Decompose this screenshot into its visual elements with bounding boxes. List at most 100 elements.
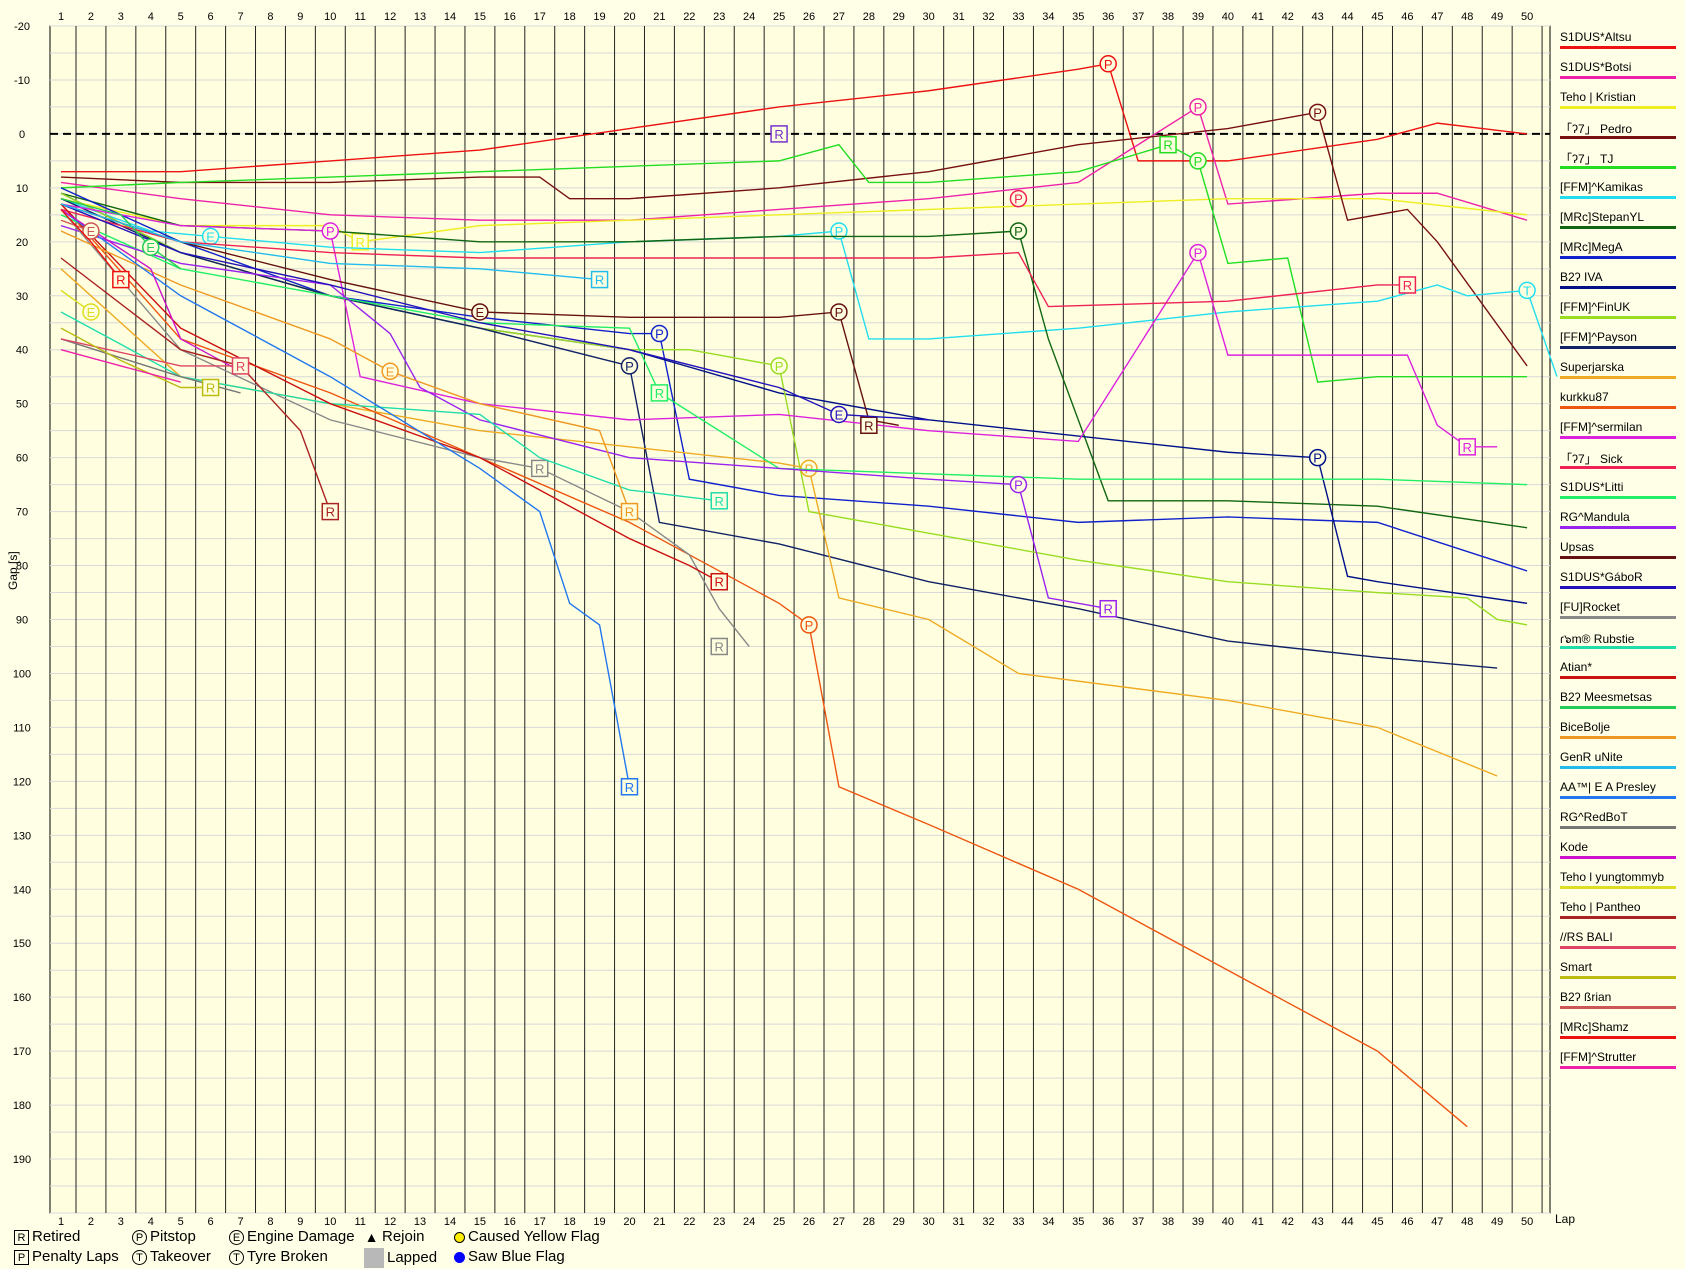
legend-entry: Teho | Kristian xyxy=(1560,86,1678,116)
retired-marker xyxy=(231,357,250,375)
x-axis-label: Lap xyxy=(1555,1212,1576,1226)
series-line-26 xyxy=(60,338,241,394)
x-tick-label-top: 2 xyxy=(88,11,94,23)
legend-swatch xyxy=(1560,766,1676,769)
marker-letter: P xyxy=(1194,100,1203,115)
series-line-33 xyxy=(60,208,122,281)
key-icon xyxy=(454,1231,465,1243)
x-tick-label-top: 33 xyxy=(1012,11,1024,23)
legend-driver-name: B2ʔ IVA xyxy=(1560,270,1603,284)
legend-driver-name: RG^RedBoT xyxy=(1560,810,1628,824)
legend-entry: Upsas xyxy=(1560,536,1678,566)
x-tick-label-top: 21 xyxy=(653,11,665,23)
x-tick-label-top: 14 xyxy=(444,11,456,23)
retired-marker xyxy=(1099,599,1117,618)
marker-letter: T xyxy=(1523,283,1531,298)
marker-letter: P xyxy=(1014,478,1023,493)
x-tick-label-top: 40 xyxy=(1222,11,1234,23)
series-line-18 xyxy=(60,203,929,421)
series-line-10 xyxy=(60,198,1498,669)
x-tick-label-top: 35 xyxy=(1072,11,1084,23)
x-tick-label-bottom: 33 xyxy=(1012,1216,1024,1228)
y-tick-label: 100 xyxy=(13,668,31,680)
legend-entry: B2ʔ Meesmetsas xyxy=(1560,686,1678,716)
x-tick-label-top: 46 xyxy=(1401,11,1413,23)
x-tick-label-bottom: 6 xyxy=(208,1216,214,1228)
engine-damage-marker xyxy=(830,405,848,424)
x-tick-label-top: 45 xyxy=(1371,11,1383,23)
y-tick-label: 190 xyxy=(13,1154,31,1166)
legend-driver-name: [FFM]^Payson xyxy=(1560,330,1637,344)
y-tick-label: 130 xyxy=(13,830,31,842)
x-tick-label-bottom: 14 xyxy=(444,1216,456,1228)
key-item: R Retired xyxy=(14,1228,80,1246)
x-tick-label-bottom: 47 xyxy=(1431,1216,1443,1228)
legend-entry: [FFM]^Strutter xyxy=(1560,1046,1678,1076)
x-tick-label-bottom: 44 xyxy=(1341,1216,1353,1228)
marker-letter: P xyxy=(835,305,844,320)
x-tick-label-bottom: 48 xyxy=(1461,1216,1473,1228)
pitstop-marker xyxy=(800,616,818,634)
x-tick-label-bottom: 24 xyxy=(743,1216,755,1228)
legend-swatch xyxy=(1560,556,1676,559)
retired-marker xyxy=(112,270,130,289)
y-tick-label: 80 xyxy=(16,561,28,573)
pitstop-marker xyxy=(800,459,818,478)
series-line-1 xyxy=(60,105,1528,221)
y-tick-label: 90 xyxy=(16,615,28,627)
legend-entry: Superjarska xyxy=(1560,356,1678,386)
x-tick-label-bottom: 29 xyxy=(893,1216,905,1228)
retired-marker xyxy=(860,416,878,435)
x-tick-label-top: 29 xyxy=(893,11,905,23)
legend-entry: [FFM]^Payson xyxy=(1560,326,1678,356)
legend-swatch xyxy=(1560,226,1676,229)
series-line-24 xyxy=(60,203,600,281)
x-tick-label-top: 6 xyxy=(208,11,214,23)
x-tick-label-top: 22 xyxy=(683,11,695,23)
x-tick-label-top: 34 xyxy=(1042,11,1054,23)
legend-entry: //RS BALI xyxy=(1560,926,1678,956)
pitstop-marker xyxy=(1189,98,1207,116)
x-tick-label-bottom: 36 xyxy=(1102,1216,1114,1228)
x-tick-label-top: 12 xyxy=(384,11,396,23)
x-tick-label-bottom: 16 xyxy=(504,1216,516,1228)
legend-driver-name: [MRc]MegA xyxy=(1560,240,1623,254)
x-tick-label-bottom: 32 xyxy=(982,1216,994,1228)
marker-letter: E xyxy=(146,240,155,255)
legend-driver-name: Teho | Pantheo xyxy=(1560,900,1641,914)
pitstop-marker xyxy=(830,222,848,240)
marker-letter: P xyxy=(1313,105,1322,120)
marker-letter: R xyxy=(625,780,634,795)
marker-letter: R xyxy=(715,575,724,590)
x-tick-label-top: 25 xyxy=(773,11,785,23)
legend-swatch xyxy=(1560,676,1676,679)
legend-entry: 「ʔ7」 TJ xyxy=(1560,146,1678,176)
legend-swatch xyxy=(1560,616,1676,619)
legend-swatch xyxy=(1560,526,1676,529)
legend-entry: 「ʔ7」 Pedro xyxy=(1560,116,1678,146)
x-tick-label-top: 42 xyxy=(1282,11,1294,23)
x-tick-label-top: 36 xyxy=(1102,11,1114,23)
marker-letter: R xyxy=(864,418,873,433)
series-line-30 xyxy=(60,338,241,367)
legend-driver-name: B2ʔ ßrian xyxy=(1560,990,1612,1004)
marker-letter: R xyxy=(774,127,783,142)
marker-letter: P xyxy=(655,327,664,342)
key-label: Pitstop xyxy=(150,1228,196,1245)
legend-entry: Atian* xyxy=(1560,656,1678,686)
marker-letter: R xyxy=(236,359,245,374)
x-tick-label-top: 39 xyxy=(1192,11,1204,23)
marker-letter: E xyxy=(476,305,485,320)
key-item: Saw Blue Flag xyxy=(454,1248,565,1266)
retired-marker xyxy=(1159,135,1177,154)
marker-letter: P xyxy=(1194,154,1203,169)
engine-damage-marker xyxy=(381,362,399,381)
y-tick-label: 50 xyxy=(16,399,28,411)
marker-letter: P xyxy=(625,359,634,374)
key-item: P Pitstop xyxy=(132,1228,196,1246)
legend-swatch xyxy=(1560,466,1676,469)
x-tick-label-bottom: 42 xyxy=(1282,1216,1294,1228)
legend-swatch xyxy=(1560,496,1676,499)
key-icon: T xyxy=(132,1249,147,1265)
legend-entry: B2ʔ ßrian xyxy=(1560,986,1678,1016)
